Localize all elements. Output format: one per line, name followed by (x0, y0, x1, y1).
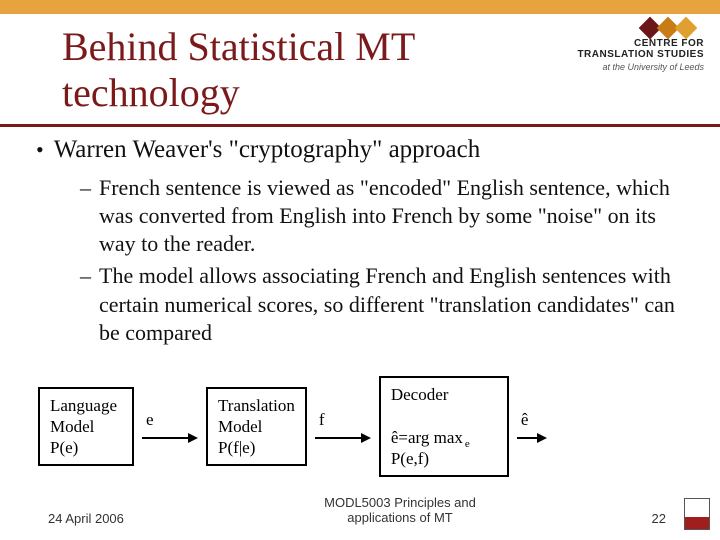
logo-line-1: CENTRE FOR (552, 38, 704, 49)
box-line: ê=arg max (391, 427, 463, 448)
box-line: Translation (218, 395, 295, 416)
slide-title: Behind Statistical MT technology (62, 24, 532, 116)
box-line: P(e) (50, 437, 122, 458)
box-line: Model (218, 416, 295, 437)
logo-line-2: TRANSLATION STUDIES (552, 49, 704, 60)
box-line: Language (50, 395, 122, 416)
arrow-f: f (315, 410, 371, 444)
footer-course: MODL5003 Principles and applications of … (208, 495, 592, 526)
sub-bullet-list: – French sentence is viewed as "encoded"… (80, 174, 684, 351)
box-line: P(e,f) (391, 448, 497, 469)
decoder-box: Decoder ê=arg max e P(e,f) (379, 376, 509, 477)
sub-bullet-text: The model allows associating French and … (99, 262, 684, 346)
box-line: P(f|e) (218, 437, 295, 458)
box-line: Model (50, 416, 122, 437)
arrow-label: e (142, 410, 154, 430)
top-accent-bar (0, 0, 720, 14)
language-model-box: Language Model P(e) (38, 387, 134, 467)
logo-diamond-icon (675, 17, 698, 40)
logo-line-3: at the University of Leeds (552, 62, 704, 72)
box-line: Decoder (391, 384, 497, 405)
footer-page-number: 22 (592, 511, 672, 526)
main-bullet-text: Warren Weaver's "cryptography" approach (54, 136, 481, 164)
dash-icon: – (80, 262, 91, 346)
dash-icon: – (80, 174, 91, 258)
bullet-dot-icon: • (36, 136, 44, 164)
footer-date: 24 April 2006 (48, 511, 208, 526)
arrow-label: ê (517, 410, 529, 430)
arrow-icon (142, 432, 198, 444)
arrow-e: e (142, 410, 198, 444)
arrow-label: f (315, 410, 325, 430)
sub-bullet-text: French sentence is viewed as "encoded" E… (99, 174, 684, 258)
footer-course-line: MODL5003 Principles and (208, 495, 592, 511)
sub-bullet-item: – The model allows associating French an… (80, 262, 684, 346)
arrow-icon (315, 432, 371, 444)
logo-diamonds (552, 20, 694, 36)
centre-logo: CENTRE FOR TRANSLATION STUDIES at the Un… (552, 20, 704, 72)
sub-bullet-item: – French sentence is viewed as "encoded"… (80, 174, 684, 258)
university-leeds-logo-icon (684, 498, 710, 530)
model-diagram: Language Model P(e) e Translation Model … (38, 376, 696, 477)
arrow-icon (517, 432, 547, 444)
argmax-subscript: e (465, 438, 470, 452)
arrow-ehat: ê (517, 410, 547, 444)
footer-course-line: applications of MT (208, 510, 592, 526)
main-bullet: • Warren Weaver's "cryptography" approac… (36, 136, 480, 164)
box-line (391, 405, 497, 426)
translation-model-box: Translation Model P(f|e) (206, 387, 307, 467)
slide-footer: 24 April 2006 MODL5003 Principles and ap… (0, 495, 720, 526)
title-underline (0, 124, 720, 127)
